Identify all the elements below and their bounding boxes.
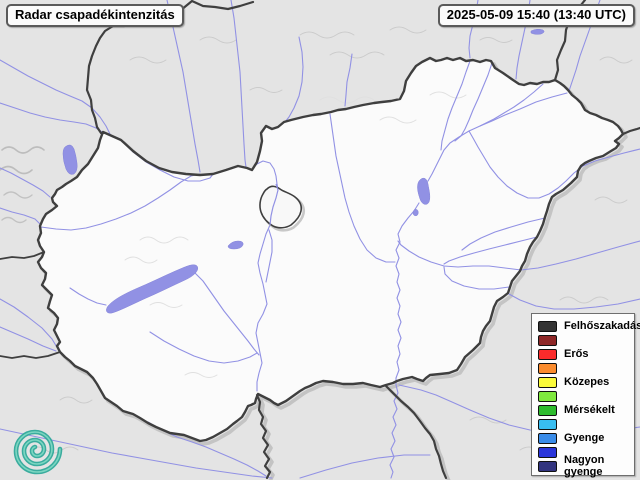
legend-swatch: [538, 460, 557, 472]
legend-swatch: [538, 418, 557, 430]
legend-swatch: [538, 446, 557, 458]
budapest-outline: [259, 183, 306, 232]
legend-label: Nagyon gyenge: [564, 454, 605, 478]
terrain-hillshade-inside: [124, 91, 467, 378]
legend-swatch: [538, 376, 557, 388]
legend-row: Gyenge: [538, 431, 634, 445]
legend-row: [538, 417, 634, 431]
spiral-cyclone-logo: [13, 429, 63, 475]
lake-tisza: [412, 177, 431, 217]
legend-row: Közepes: [538, 375, 634, 389]
legend-swatch: [538, 334, 557, 346]
hungary-border: [36, 56, 625, 443]
lake-velence: [227, 240, 244, 250]
legend-label: Gyenge: [564, 432, 605, 444]
legend-label: Felhőszakadás: [564, 320, 640, 332]
legend-swatch: [538, 432, 557, 444]
legend-swatch: [538, 362, 557, 374]
lake-ferto: [62, 144, 78, 175]
timestamp-badge: 2025-05-09 15:40 (13:40 UTC): [437, 4, 635, 27]
legend-label: Erős: [564, 348, 589, 360]
page-title: Radar csapadékintenzitás: [6, 4, 184, 27]
legend-row: [538, 389, 634, 403]
intensity-legend: Felhőszakadás Erős Közepes Mérsékelt: [531, 313, 640, 478]
lake-balaton: [106, 264, 198, 314]
legend-row: Felhőszakadás: [538, 319, 640, 333]
legend-swatch: [538, 348, 557, 360]
legend-row: [538, 361, 634, 375]
legend-swatch: [538, 390, 557, 402]
legend-row: Erős: [538, 347, 634, 361]
legend-label: Közepes: [564, 376, 610, 388]
legend-swatch: [538, 320, 557, 332]
legend-row: [538, 333, 634, 347]
lakes: [62, 28, 545, 314]
legend-row: Nagyon gyenge: [538, 454, 634, 478]
legend-row: Mérsékelt: [538, 403, 634, 417]
legend-swatch: [538, 404, 557, 416]
lake-zemplin: [530, 28, 545, 35]
legend-row: [538, 445, 634, 459]
legend-label: Mérsékelt: [564, 404, 615, 416]
